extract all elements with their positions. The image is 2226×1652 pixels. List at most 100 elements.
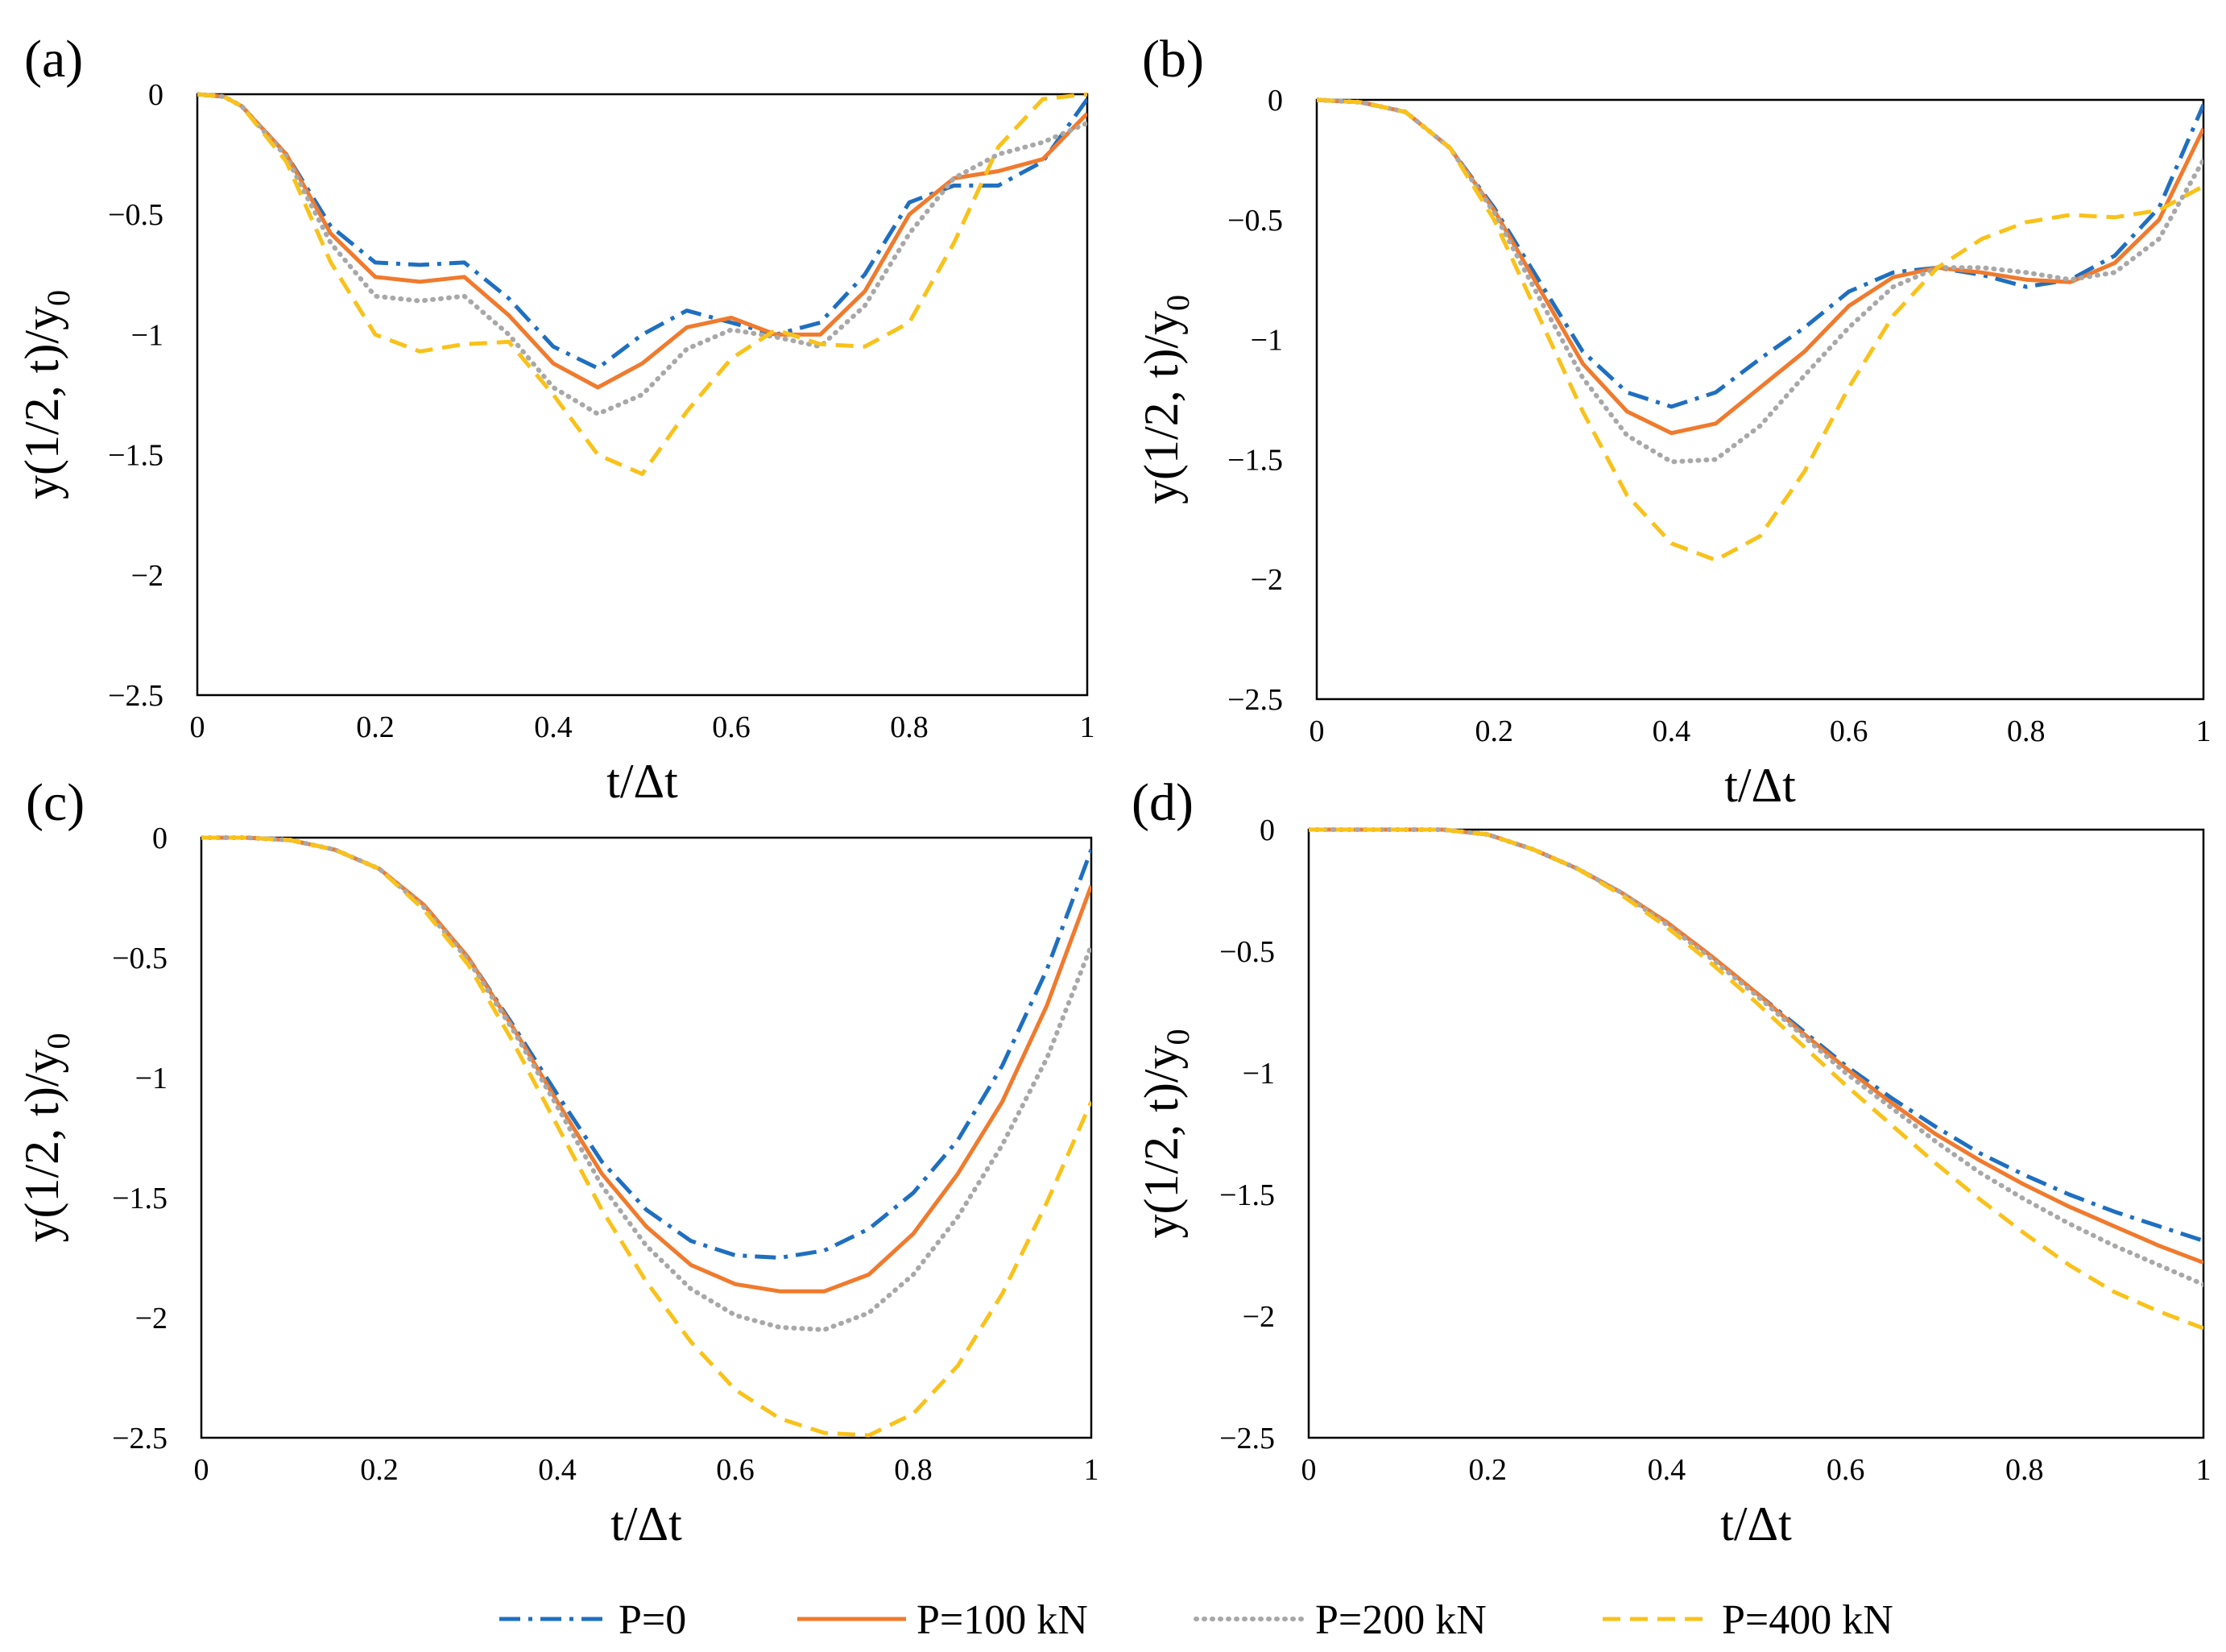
x-axis-label: t/Δt <box>610 1497 682 1551</box>
x-tick-label: 0.2 <box>1475 714 1513 748</box>
legend: P=0 P=100 kN P=200 kN P=400 kN <box>499 1597 1893 1643</box>
series-line-p-100-kn <box>201 835 1091 1294</box>
series-line-p-0 <box>1309 827 2203 1243</box>
x-tick-label: 0.2 <box>1468 1453 1507 1487</box>
panel-label: (b) <box>1142 30 1204 89</box>
x-tick-label: 0.4 <box>1648 1453 1686 1487</box>
x-tick-label: 1 <box>2196 1453 2212 1487</box>
y-axis-label: y(1/2, t)/y0 <box>15 1033 77 1243</box>
x-tick-label: 1 <box>1080 710 1095 744</box>
y-tick-label: −2 <box>1251 563 1283 597</box>
plot-frame <box>1315 98 2205 701</box>
series-line-p-200-kn <box>1309 827 2203 1287</box>
x-axis-label: t/Δt <box>1720 1497 1792 1551</box>
y-tick-label: −2.5 <box>112 1422 168 1455</box>
y-tick-label: 0 <box>1268 84 1283 118</box>
series-line-p-100-kn <box>197 92 1087 390</box>
x-tick-label: 0.8 <box>894 1453 933 1487</box>
panel-label: (a) <box>24 30 83 89</box>
x-tick-label: 0.6 <box>1827 1453 1865 1487</box>
x-tick-label: 0.6 <box>716 1453 755 1487</box>
panel-d: (d) 0 0.2 0.4 0.6 0.8 1 0 −0.5 −1 −1.5 −2 −2.5 t/Δt y(… <box>1132 773 2212 1551</box>
series-line-p-0 <box>201 835 1091 1260</box>
series-line-p-100-kn <box>1309 827 2203 1265</box>
series-line-p-400-kn <box>1309 827 2203 1331</box>
plot-frame <box>196 93 1089 697</box>
y-axis-label-main: y(1/2, t)/y <box>1135 1045 1188 1239</box>
legend-label: P=100 kN <box>916 1597 1088 1643</box>
x-tick-label: 0.8 <box>2007 714 2046 748</box>
panel-a: (a) 0 0.2 0.4 0.6 0.8 1 0 −0.5 −1 −1.5 −2 −2.5 t/Δt y(… <box>15 30 1095 808</box>
y-tick-label: −2.5 <box>1219 1422 1275 1455</box>
y-tick-label: 0 <box>152 822 168 855</box>
series-group <box>197 92 1087 476</box>
x-tick-label: 0.6 <box>1830 714 1868 748</box>
y-axis-label: y(1/2, t)/y0 <box>15 290 77 499</box>
y-tick-label: −2 <box>135 1302 168 1335</box>
x-tick-label: 0 <box>194 1453 209 1487</box>
y-axis-label-sub: 0 <box>40 1033 77 1050</box>
y-tick-label: −1.5 <box>1227 443 1283 477</box>
series-group <box>1309 827 2203 1331</box>
y-axis-label: y(1/2, t)/y0 <box>1135 1029 1196 1239</box>
legend-label: P=400 kN <box>1722 1597 1893 1643</box>
panel-label: (c) <box>26 773 85 832</box>
panel-c: (c) 0 0.2 0.4 0.6 0.8 1 0 −0.5 −1 −1.5 −2 −2.5 t/Δt y(… <box>15 773 1099 1551</box>
y-tick-label: −2 <box>1243 1300 1275 1334</box>
legend-item: P=0 <box>499 1597 686 1643</box>
y-axis-label-main: y(1/2, t)/y <box>1135 311 1188 504</box>
series-line-p-200-kn <box>201 835 1091 1332</box>
series-line-p-200-kn <box>1317 97 2203 465</box>
plot-frame <box>200 836 1093 1439</box>
legend-label: P=0 <box>619 1597 686 1643</box>
panel-b: (b) 0 0.2 0.4 0.6 0.8 1 0 −0.5 −1 −1.5 −2 −2.5 t/Δt y(… <box>1135 30 2212 812</box>
y-tick-label: −1.5 <box>1219 1178 1275 1212</box>
y-tick-label: −1 <box>131 318 163 352</box>
y-tick-label: −1.5 <box>112 1182 168 1215</box>
x-tick-label: 0 <box>1301 1453 1317 1487</box>
y-tick-label: −2.5 <box>1227 683 1283 717</box>
y-tick-label: −0.5 <box>108 198 163 232</box>
y-tick-label: −1 <box>1243 1057 1275 1091</box>
x-tick-label: 0.8 <box>890 710 929 744</box>
x-tick-label: 0.4 <box>538 1453 577 1487</box>
panel-label: (d) <box>1132 773 1194 832</box>
y-tick-label: 0 <box>1260 814 1275 847</box>
x-tick-label: 0.8 <box>2005 1453 2044 1487</box>
x-tick-label: 0.4 <box>534 710 573 744</box>
y-axis-label-sub: 0 <box>1160 1029 1196 1045</box>
series-group <box>201 835 1091 1438</box>
y-tick-label: −0.5 <box>1227 204 1283 238</box>
x-tick-label: 1 <box>2196 714 2212 748</box>
x-tick-label: 1 <box>1084 1453 1099 1487</box>
x-tick-label: 0.2 <box>356 710 395 744</box>
series-group <box>1317 97 2203 562</box>
series-line-p-400-kn <box>1317 97 2203 562</box>
x-tick-label: 0.4 <box>1653 714 1691 748</box>
y-axis-label-main: y(1/2, t)/y <box>15 306 68 499</box>
y-tick-label: −1.5 <box>108 439 163 473</box>
series-line-p-200-kn <box>197 92 1087 416</box>
x-tick-label: 0 <box>1310 714 1325 748</box>
x-tick-label: 0 <box>190 710 205 744</box>
y-tick-label: −2 <box>131 559 163 593</box>
y-tick-label: −1 <box>135 1062 168 1095</box>
series-line-p-400-kn <box>201 835 1091 1438</box>
plot-frame <box>1307 828 2205 1439</box>
panels-layer: (a) 0 0.2 0.4 0.6 0.8 1 0 −0.5 −1 −1.5 −2 −2.5 t/Δt y(… <box>15 30 2212 1551</box>
y-tick-label: −1 <box>1251 324 1283 358</box>
legend-item: P=400 kN <box>1603 1597 1893 1643</box>
x-axis-label: t/Δt <box>606 755 678 808</box>
y-tick-label: −0.5 <box>1219 935 1275 969</box>
series-line-p-400-kn <box>197 92 1087 476</box>
y-tick-label: 0 <box>148 78 163 112</box>
y-axis-label-sub: 0 <box>1160 295 1196 311</box>
legend-item: P=100 kN <box>797 1597 1088 1643</box>
legend-label: P=200 kN <box>1315 1597 1487 1643</box>
y-axis-label: y(1/2, t)/y0 <box>1135 295 1196 504</box>
x-axis-label: t/Δt <box>1724 759 1796 812</box>
x-tick-label: 0.2 <box>360 1453 399 1487</box>
y-axis-label-main: y(1/2, t)/y <box>15 1050 68 1243</box>
legend-item: P=200 kN <box>1194 1597 1487 1643</box>
